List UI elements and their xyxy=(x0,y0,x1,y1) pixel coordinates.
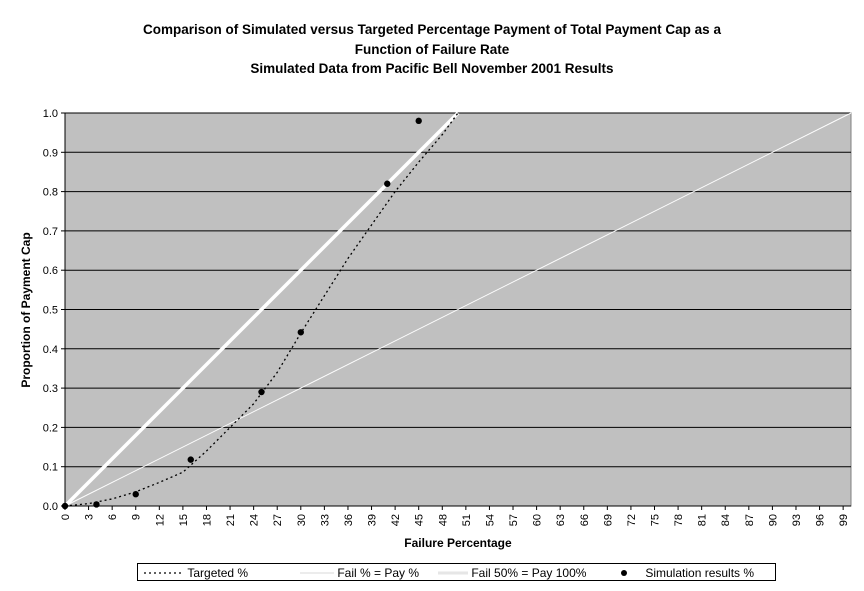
series-line-targeted xyxy=(64,112,459,507)
legend-item-fail50: Fail 50% = Pay 100% xyxy=(438,564,586,580)
series-targeted xyxy=(64,112,459,507)
y-tick-label: 0.5 xyxy=(43,305,58,317)
series-line-fail-equals-pay xyxy=(64,112,852,507)
x-tick-label: 9 xyxy=(131,514,143,520)
legend-swatch-thin xyxy=(300,567,334,578)
y-tick-label: 0.9 xyxy=(43,147,58,159)
simulation-point xyxy=(384,180,391,187)
legend-swatch-thick xyxy=(438,571,468,575)
y-axis: 0.0 0.1 0.2 0.3 0.4 0.5 0.6 0.7 0.8 0.9 1.0 xyxy=(43,108,66,513)
legend-label: Targeted % xyxy=(187,565,249,580)
x-tick-label: 96 xyxy=(815,514,827,526)
legend: Targeted % Fail % = Pay % Fail 50% = Pay… xyxy=(137,563,776,581)
y-tick-label: 0.4 xyxy=(43,344,58,356)
chart-title-line-3: Simulated Data from Pacific Bell Novembe… xyxy=(250,61,614,76)
x-tick-label: 51 xyxy=(461,514,473,526)
x-tick-label: 69 xyxy=(602,514,614,526)
x-tick-label: 3 xyxy=(84,514,96,520)
legend-item-fail-pay: Fail % = Pay % xyxy=(300,564,419,580)
x-tick-label: 39 xyxy=(367,514,379,526)
legend-swatch-dotted xyxy=(144,572,184,574)
x-tick-label: 6 xyxy=(107,514,119,520)
x-tick-label: 27 xyxy=(272,514,284,526)
chart-area: 0.00.10.20.30.40.50.60.70.80.91.0 0 3 6 9 12… xyxy=(19,108,852,550)
x-tick-label: 0 xyxy=(60,514,72,520)
x-tick-label: 81 xyxy=(697,514,709,526)
legend-swatch-marker xyxy=(621,569,627,576)
x-tick-label: 72 xyxy=(626,514,638,526)
x-tick-label: 99 xyxy=(838,514,850,526)
series-fail-equals-pay xyxy=(64,112,852,507)
x-tick-label: 75 xyxy=(650,514,662,526)
x-tick-label: 48 xyxy=(437,514,449,526)
legend-label: Fail 50% = Pay 100% xyxy=(471,565,587,580)
y-tick-label: 0.7 xyxy=(43,226,58,238)
x-tick-label: 66 xyxy=(579,514,591,526)
simulation-point xyxy=(132,491,139,498)
series-fail50-pay100 xyxy=(63,111,460,508)
x-tick-label: 90 xyxy=(767,514,779,526)
x-tick-label: 12 xyxy=(154,514,166,526)
x-tick-label: 42 xyxy=(390,514,402,526)
x-tick-label: 87 xyxy=(744,514,756,526)
legend-label: Simulation results % xyxy=(645,565,755,580)
x-tick-label: 33 xyxy=(319,514,331,526)
x-tick-label: 57 xyxy=(508,514,520,526)
y-tick-label: 0.2 xyxy=(43,422,58,434)
x-tick-label: 54 xyxy=(484,514,496,526)
chart-title: Comparison of Simulated versus Targeted … xyxy=(0,20,864,79)
simulation-point xyxy=(258,388,265,396)
simulation-point xyxy=(297,329,304,336)
legend-label: Fail % = Pay % xyxy=(337,565,420,580)
legend-item-simulation: Simulation results % xyxy=(616,564,754,580)
y-tick-label: 0.8 xyxy=(43,187,58,199)
legend-item-targeted: Targeted % xyxy=(144,564,248,580)
y-tick-label: 0.1 xyxy=(43,462,58,474)
x-tick-label: 63 xyxy=(555,514,567,526)
simulation-point xyxy=(93,501,100,508)
simulation-point xyxy=(415,117,422,125)
x-axis-label: Failure Percentage xyxy=(404,536,512,550)
x-tick-label: 24 xyxy=(249,514,261,526)
simulation-point xyxy=(187,456,194,463)
series-line-fail50-pay100 xyxy=(63,111,460,508)
x-tick-label: 45 xyxy=(414,514,426,526)
chart-title-line-2: Function of Failure Rate xyxy=(354,41,510,57)
y-axis-label: Proportion of Payment Cap xyxy=(19,232,33,387)
x-tick-label: 60 xyxy=(532,514,544,526)
x-tick-label: 30 xyxy=(296,514,308,526)
chart-title-line-1: Comparison of Simulated versus Targeted … xyxy=(143,22,721,37)
x-tick-label: 84 xyxy=(720,514,732,526)
y-tick-label: 0.6 xyxy=(43,265,58,277)
x-tick-label: 78 xyxy=(673,514,685,526)
x-tick-label: 21 xyxy=(225,514,237,526)
y-tick-label: 0.3 xyxy=(43,383,58,395)
y-tick-label: 1.0 xyxy=(43,108,58,120)
x-tick-label: 93 xyxy=(791,514,803,526)
y-tick-label: 0.0 xyxy=(43,501,58,513)
x-tick-label: 15 xyxy=(178,514,190,526)
x-axis: 0 3 6 9 12 15 18 21 24 27 30 33 36 39 42 45 48 51 54 57 60 63… xyxy=(60,505,851,526)
x-tick-label: 18 xyxy=(201,514,213,526)
x-tick-label: 36 xyxy=(343,514,355,526)
